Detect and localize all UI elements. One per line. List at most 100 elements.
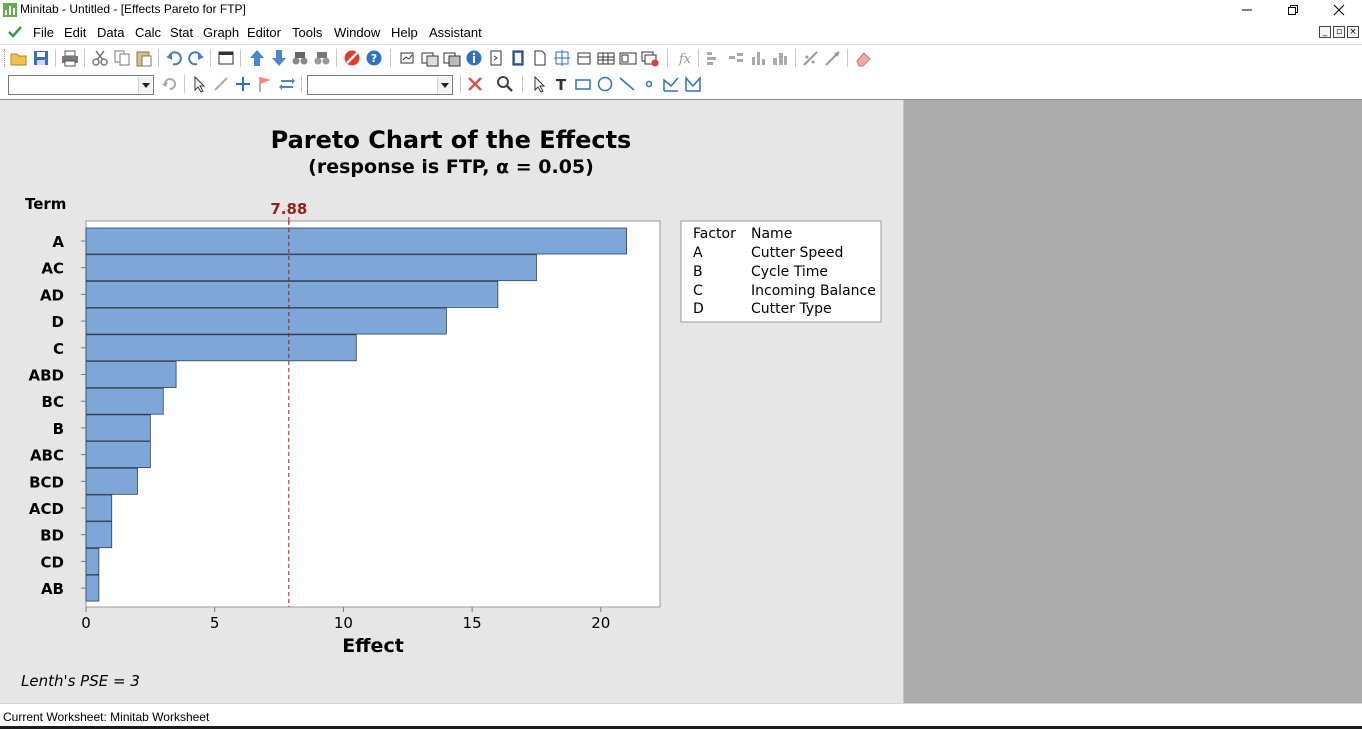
effect-bar-acd[interactable]	[85, 494, 113, 522]
checkmark-icon[interactable]	[8, 25, 22, 38]
text-tool-icon[interactable]: T	[552, 75, 570, 93]
term-label-abc: ABC	[30, 447, 64, 465]
menu-assistant[interactable]: Assistant	[429, 25, 482, 40]
cut-icon[interactable]	[91, 49, 109, 67]
graph-window-icon[interactable]	[399, 49, 417, 67]
standard-toolbar: ? fx	[0, 44, 1362, 70]
effect-bar-ab[interactable]	[85, 574, 100, 602]
legend-name: Incoming Balance	[751, 283, 876, 299]
polyline-tool-icon[interactable]	[662, 75, 680, 93]
menu-help[interactable]: Help	[391, 25, 418, 40]
menu-window[interactable]: Window	[334, 25, 381, 40]
next-command-icon[interactable]	[270, 49, 288, 67]
graph-window[interactable]: Pareto Chart of the Effects (response is…	[0, 100, 904, 704]
effect-bar-a[interactable]	[85, 227, 627, 255]
history-icon[interactable]	[487, 49, 505, 67]
mdi-close-button[interactable]: ×	[1347, 26, 1359, 38]
worksheet-layout-icon[interactable]	[553, 49, 571, 67]
chart-title: Pareto Chart of the Effects	[271, 126, 632, 154]
chevron-down-icon[interactable]	[437, 77, 451, 93]
redo-icon[interactable]	[187, 49, 205, 67]
refresh-icon[interactable]	[161, 75, 179, 93]
delete-icon[interactable]	[466, 75, 484, 93]
toolbar-grip[interactable]	[4, 49, 7, 67]
effect-bar-bcd[interactable]	[85, 467, 138, 495]
effect-bar-bc[interactable]	[85, 387, 164, 415]
svg-text:T: T	[556, 76, 567, 93]
marker-tool-icon[interactable]	[640, 75, 658, 93]
session-icon[interactable]	[421, 49, 439, 67]
insert-icon[interactable]	[824, 49, 842, 67]
replace-icon[interactable]	[313, 49, 331, 67]
menu-editor[interactable]: Editor	[247, 25, 281, 40]
window-icon[interactable]	[217, 49, 235, 67]
line-tool-icon[interactable]	[618, 75, 636, 93]
mdi-restore-button[interactable]: ▫	[1333, 26, 1345, 38]
menu-tools[interactable]: Tools	[292, 25, 323, 40]
save-icon[interactable]	[32, 49, 50, 67]
menu-edit[interactable]: Edit	[64, 25, 87, 40]
find-icon[interactable]	[291, 49, 309, 67]
menu-bar: File Edit Data Calc Stat Graph Editor To…	[0, 21, 1362, 43]
swap-icon[interactable]	[278, 75, 296, 93]
copy-icon[interactable]	[113, 49, 131, 67]
column-icon[interactable]	[705, 49, 723, 67]
window-title: Minitab - Untitled - [Effects Pareto for…	[20, 2, 246, 16]
font-combo[interactable]	[8, 75, 154, 95]
cancel-icon[interactable]	[343, 49, 361, 67]
minimize-button[interactable]	[1224, 0, 1270, 20]
x-tick-label: 10	[334, 614, 353, 632]
distribution-icon[interactable]	[749, 49, 767, 67]
layout-icon[interactable]	[619, 49, 637, 67]
crosshairs-icon[interactable]	[234, 75, 252, 93]
legend-box	[680, 220, 882, 323]
pointer-icon[interactable]	[530, 75, 548, 93]
brush-tool-icon[interactable]	[212, 75, 230, 93]
row-icon[interactable]	[727, 49, 745, 67]
info-icon[interactable]	[465, 49, 483, 67]
undo-icon[interactable]	[165, 49, 183, 67]
report-pad-icon[interactable]	[575, 49, 593, 67]
effect-bar-d[interactable]	[85, 307, 447, 335]
legend-factor: C	[693, 283, 703, 299]
menu-file[interactable]: File	[33, 25, 54, 40]
effect-bar-abd[interactable]	[85, 361, 177, 388]
print-icon[interactable]	[61, 49, 79, 67]
project-manager-icon[interactable]	[443, 49, 461, 67]
effect-bar-cd[interactable]	[85, 547, 100, 575]
flag-icon[interactable]	[256, 75, 274, 93]
effect-bar-ad[interactable]	[85, 280, 499, 308]
close-button[interactable]	[1316, 0, 1362, 20]
worksheet-icon[interactable]	[597, 49, 615, 67]
help-icon[interactable]: ?	[365, 49, 383, 67]
polygon-tool-icon[interactable]	[684, 75, 702, 93]
close-all-graphs-icon[interactable]	[641, 49, 659, 67]
menu-graph[interactable]: Graph	[203, 25, 240, 40]
formula-icon[interactable]: fx	[676, 49, 694, 67]
zoom-icon[interactable]	[496, 75, 514, 93]
menu-stat[interactable]: Stat	[170, 25, 194, 40]
effect-bar-c[interactable]	[85, 334, 357, 362]
brush-icon[interactable]	[802, 49, 820, 67]
paste-icon[interactable]	[135, 49, 153, 67]
x-tick-label: 0	[81, 614, 91, 632]
mdi-minimize-button[interactable]: _	[1319, 26, 1331, 38]
eraser-icon[interactable]	[854, 49, 872, 67]
rectangle-tool-icon[interactable]	[574, 75, 592, 93]
effect-bar-b[interactable]	[85, 414, 151, 442]
menu-calc[interactable]: Calc	[135, 25, 162, 40]
chart-icon[interactable]	[771, 49, 789, 67]
graph-folder-icon[interactable]	[509, 49, 527, 67]
effect-bar-abc[interactable]	[85, 441, 151, 469]
related-docs-icon[interactable]	[531, 49, 549, 67]
effect-bar-ac[interactable]	[85, 254, 537, 282]
chevron-down-icon[interactable]	[138, 77, 152, 93]
ellipse-tool-icon[interactable]	[596, 75, 614, 93]
restore-button[interactable]	[1270, 0, 1316, 20]
effect-bar-bd[interactable]	[85, 521, 113, 549]
select-arrow-icon[interactable]	[190, 75, 208, 93]
open-icon[interactable]	[10, 49, 28, 67]
graph-element-combo[interactable]	[307, 75, 453, 95]
prev-command-icon[interactable]	[248, 49, 266, 67]
menu-data[interactable]: Data	[97, 25, 125, 40]
